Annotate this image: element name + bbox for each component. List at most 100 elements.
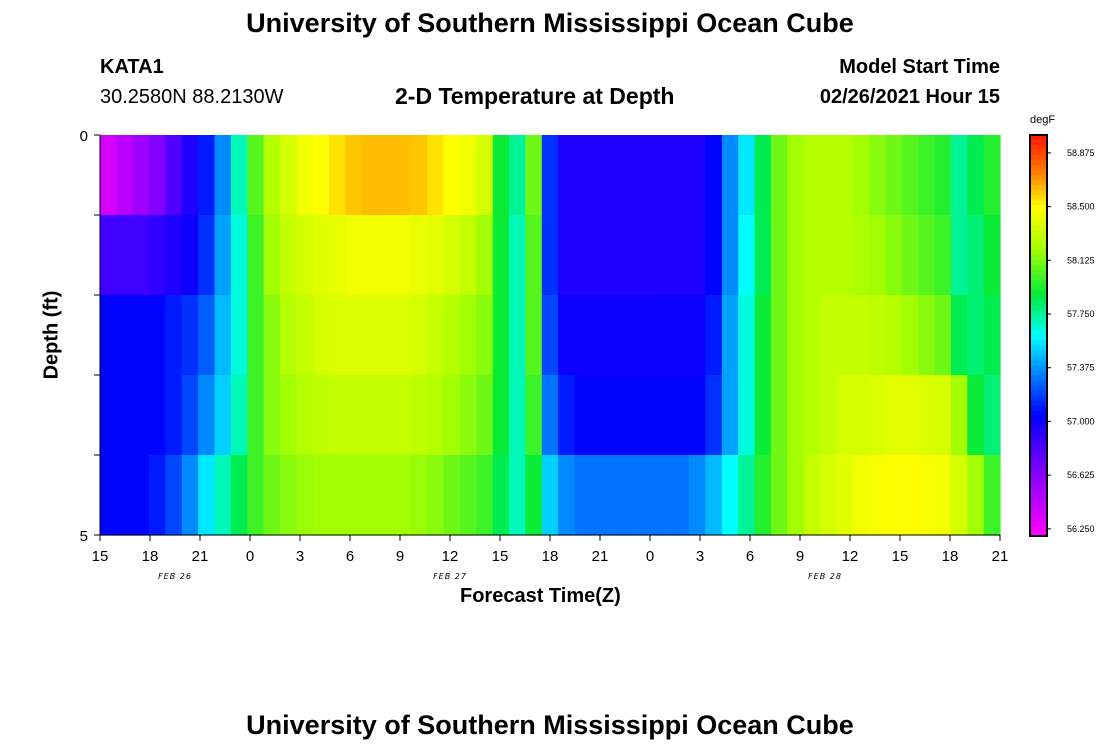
heatmap-cell xyxy=(509,215,527,296)
heatmap-cell xyxy=(345,295,363,376)
heatmap-cell xyxy=(361,375,379,456)
heatmap-cell xyxy=(623,295,641,376)
heatmap-cell xyxy=(427,295,445,376)
model-start-label: Model Start Time xyxy=(839,56,1000,78)
heatmap-cell xyxy=(885,295,903,376)
heatmap-cell xyxy=(345,375,363,456)
colorbar-segment xyxy=(1030,330,1047,337)
heatmap-cell xyxy=(394,295,412,376)
colorbar-tick-label: 56.625 xyxy=(1067,470,1095,480)
heatmap-cell xyxy=(280,455,297,536)
heatmap-cell xyxy=(640,215,657,296)
colorbar-segment xyxy=(1030,450,1047,457)
colorbar-segment xyxy=(1030,295,1047,302)
heatmap-cell xyxy=(198,215,216,296)
heatmap-cell xyxy=(950,455,968,536)
x-tick-label: 3 xyxy=(296,548,304,565)
heatmap-cell xyxy=(852,455,870,536)
colorbar-segment xyxy=(1030,275,1047,281)
model-start-time: 02/26/2021 Hour 15 xyxy=(819,86,1000,108)
x-tick-label: 9 xyxy=(396,548,404,565)
heatmap-cell xyxy=(410,215,428,296)
heatmap-cell xyxy=(672,455,690,536)
heatmap-cell xyxy=(230,215,248,296)
heatmap-cell xyxy=(443,375,461,456)
heatmap-cell xyxy=(721,135,739,216)
heatmap-cell xyxy=(950,135,968,216)
heatmap-cell xyxy=(394,135,412,216)
colorbar-segment xyxy=(1030,215,1047,221)
heatmap-cell xyxy=(738,455,756,536)
chart-title-bottom: University of Southern Mississippi Ocean… xyxy=(246,710,854,740)
heatmap-cell xyxy=(820,295,837,376)
heatmap-cell xyxy=(263,135,281,216)
colorbar-segment xyxy=(1030,220,1047,226)
heatmap-cell xyxy=(247,375,265,456)
heatmap-cell xyxy=(541,135,559,216)
colorbar-segment xyxy=(1030,425,1047,432)
heatmap-cell xyxy=(100,215,117,296)
heatmap-cell xyxy=(492,135,510,216)
heatmap-cell xyxy=(590,375,608,456)
heatmap-cell xyxy=(476,215,494,296)
heatmap-cell xyxy=(967,295,985,376)
colorbar-segment xyxy=(1030,430,1047,437)
x-tick-label: 6 xyxy=(346,548,354,565)
colorbar-segment xyxy=(1030,250,1047,256)
heatmap-cell xyxy=(181,455,199,536)
heatmap-cell xyxy=(329,215,347,296)
heatmap-cell xyxy=(885,135,903,216)
heatmap-cell xyxy=(230,295,248,376)
heatmap-cell xyxy=(934,375,952,456)
heatmap-cell xyxy=(509,135,527,216)
heatmap-cell xyxy=(721,455,739,536)
colorbar-frame xyxy=(1029,134,1048,537)
heatmap-cell xyxy=(100,455,117,536)
heatmap-cell xyxy=(509,375,527,456)
heatmap-cell xyxy=(918,375,936,456)
heatmap-cell xyxy=(296,455,314,536)
heatmap-cell xyxy=(132,295,150,376)
heatmap-cell xyxy=(345,135,363,216)
heatmap-cell xyxy=(770,135,788,216)
colorbar-segment xyxy=(1030,260,1047,266)
colorbar-unit: degF xyxy=(1030,114,1056,126)
heatmap-cell xyxy=(149,295,167,376)
heatmap-cell xyxy=(165,215,183,296)
colorbar-segment xyxy=(1030,280,1047,286)
heatmap-cell xyxy=(820,135,837,216)
heatmap-cell xyxy=(476,455,494,536)
heatmap-cell xyxy=(214,295,232,376)
x-date-label: FEB 27 xyxy=(433,572,467,581)
heatmap-cell xyxy=(214,215,232,296)
heatmap-cell xyxy=(329,455,347,536)
heatmap-cell xyxy=(869,375,887,456)
x-tick-label: 12 xyxy=(442,548,459,565)
x-tick-label: 18 xyxy=(142,548,159,565)
heatmap-cell xyxy=(705,375,723,456)
heatmap-cell xyxy=(983,215,1001,296)
colorbar-segment xyxy=(1030,490,1047,497)
heatmap-cell xyxy=(296,375,314,456)
heatmap-cell xyxy=(492,375,510,456)
heatmap-cell xyxy=(869,295,887,376)
colorbar-segment xyxy=(1030,205,1047,211)
heatmap-cell xyxy=(378,455,396,536)
heatmap-cell xyxy=(852,215,870,296)
heatmap-cell xyxy=(345,455,363,536)
heatmap-cell xyxy=(983,295,1001,376)
heatmap-cell xyxy=(787,215,805,296)
heatmap-cell xyxy=(967,135,985,216)
colorbar-tick-label: 58.125 xyxy=(1067,255,1095,265)
colorbar-segment xyxy=(1030,500,1047,507)
heatmap-cell xyxy=(934,135,952,216)
heatmap-cell xyxy=(214,135,232,216)
heatmap-cell xyxy=(181,215,199,296)
heatmap-cell xyxy=(181,375,199,456)
heatmap-cell xyxy=(296,135,314,216)
colorbar-segment xyxy=(1030,155,1047,161)
heatmap-cell xyxy=(541,295,559,376)
heatmap-cell xyxy=(394,375,412,456)
heatmap-cell xyxy=(656,295,674,376)
